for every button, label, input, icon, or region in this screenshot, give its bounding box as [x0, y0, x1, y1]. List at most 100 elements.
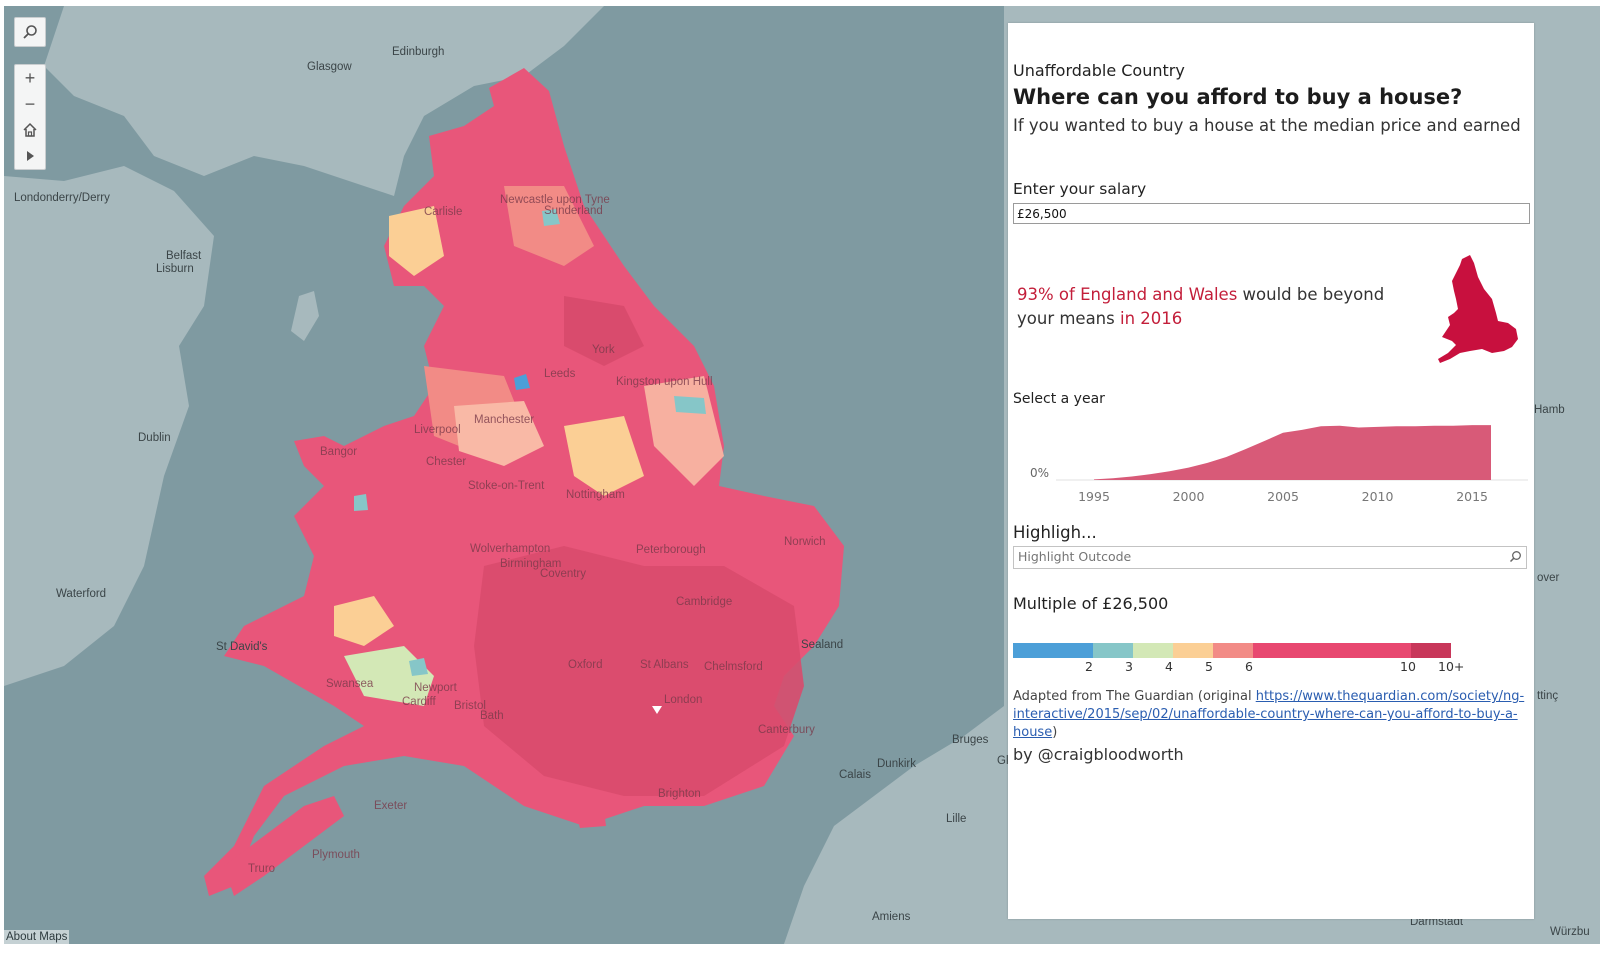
patch-ne-mix: [504, 186, 594, 266]
legend-swatch: [1213, 643, 1253, 658]
england-wales-minimap: [1438, 255, 1518, 363]
patch-cornwall: [224, 796, 344, 896]
place-label: Stoke-on-Trent: [468, 480, 545, 492]
highlight-label: Highligh...: [1013, 523, 1097, 542]
legend-swatch: [1013, 643, 1093, 658]
place-label: Cambridge: [676, 596, 733, 608]
place-label: ttinç: [1537, 690, 1559, 702]
salary-input[interactable]: [1013, 203, 1530, 224]
place-label: Sealand: [801, 639, 844, 651]
place-label: Norwich: [784, 536, 826, 548]
x-tick-label: 2000: [1173, 489, 1205, 504]
place-label: Chelmsford: [704, 661, 763, 673]
land-scotland: [44, 6, 604, 196]
place-label: Lille: [946, 813, 967, 825]
land-ireland: [4, 166, 214, 686]
patch-wales-teal: [409, 658, 428, 676]
place-label: Waterford: [56, 588, 107, 600]
expand-toolbar-button[interactable]: [15, 143, 45, 169]
patch-yorkshire: [564, 296, 644, 366]
place-label: Brighton: [658, 788, 701, 800]
map-search-button[interactable]: [14, 17, 46, 47]
place-label: Bristol: [454, 700, 486, 712]
place-label: Cardiff: [402, 696, 436, 708]
legend-tick: 10: [1400, 659, 1416, 674]
zoom-out-button[interactable]: −: [24, 93, 36, 114]
highlight-input[interactable]: [1014, 547, 1508, 566]
legend-tick: 6: [1245, 659, 1253, 674]
patch-cumbria: [389, 206, 444, 276]
patch-mid-light: [564, 416, 644, 496]
search-icon[interactable]: [1509, 550, 1522, 563]
about-maps-link[interactable]: About Maps: [4, 930, 70, 944]
place-label: Edinburgh: [392, 46, 445, 58]
home-button[interactable]: [15, 117, 45, 143]
x-tick-label: 1995: [1078, 489, 1110, 504]
source-note: Adapted from The Guardian (original http…: [1013, 688, 1528, 742]
panel-kicker: Unaffordable Country: [1013, 61, 1185, 80]
place-label: Bangor: [320, 446, 358, 458]
year-selector-label: Select a year: [1013, 391, 1105, 407]
place-label: Bath: [480, 710, 504, 722]
place-label: St Albans: [640, 659, 689, 671]
legend-swatch: [1253, 643, 1411, 658]
place-label: Gl: [997, 755, 1009, 767]
place-label: Calais: [839, 769, 871, 781]
place-label: Manchester: [474, 414, 535, 426]
place-label: Dublin: [138, 432, 171, 444]
panel-title: Where can you afford to buy a house?: [1013, 85, 1463, 109]
place-label: Plymouth: [312, 849, 360, 861]
place-label: Birmingham: [500, 558, 562, 570]
place-label: Wolverhampton: [470, 543, 551, 555]
place-label: London: [664, 694, 703, 706]
place-label: Swansea: [326, 678, 374, 690]
zoom-in-button[interactable]: +: [24, 67, 36, 88]
place-label: over: [1537, 572, 1560, 584]
source-prefix: Adapted from The Guardian (original: [1013, 689, 1256, 704]
highlight-search-box[interactable]: [1013, 546, 1527, 569]
affordability-area-chart[interactable]: 0% 1995 2000 2005 2010 2015: [1008, 407, 1534, 507]
place-label: Carlisle: [424, 206, 463, 218]
statement-line2: your means: [1017, 309, 1120, 328]
place-label: Newcastle upon Tyne: [500, 194, 610, 206]
darker-se-region: [474, 546, 804, 796]
area-series[interactable]: [1094, 425, 1491, 480]
x-tick-label: 2015: [1456, 489, 1488, 504]
byline: by @craigbloodworth: [1013, 745, 1184, 764]
place-label: Nottingham: [566, 489, 625, 501]
place-label: Lisburn: [156, 263, 194, 275]
place-label: Belfast: [166, 250, 202, 262]
patch-wales-blue: [354, 494, 368, 511]
patch-ne-blue: [542, 209, 560, 226]
place-label: Sunderland: [544, 205, 603, 217]
legend-tick: 5: [1205, 659, 1213, 674]
x-tick-label: 2010: [1362, 489, 1394, 504]
salary-label: Enter your salary: [1013, 180, 1147, 198]
place-label: York: [592, 344, 615, 356]
legend-swatch: [1411, 643, 1451, 658]
place-label: Oxford: [568, 659, 603, 671]
isle-of-wight: [576, 810, 606, 828]
legend-swatch: [1173, 643, 1213, 658]
land-isle-of-man: [291, 291, 319, 341]
legend-tick: 10+: [1438, 659, 1465, 674]
patch-hull: [674, 396, 706, 414]
statement-mid: would be beyond: [1237, 285, 1385, 304]
place-label: Glasgow: [307, 61, 352, 73]
percent-text: 93% of England and Wales: [1017, 285, 1238, 304]
patch-wales-orange: [334, 596, 394, 646]
place-label: St David's: [216, 641, 268, 653]
place-label: Peterborough: [636, 544, 706, 556]
panel-subtitle: If you wanted to buy a house at the medi…: [1013, 116, 1521, 135]
source-link[interactable]: https://www.thequardian.com/society/ng-i…: [1013, 689, 1525, 740]
place-label: Canterbury: [758, 724, 815, 736]
place-label: Darmstadt: [1410, 916, 1464, 928]
place-label: Exeter: [374, 800, 408, 812]
statement-year: in 2016: [1119, 309, 1183, 328]
y-tick-label: 0%: [1030, 466, 1049, 480]
legend-swatch: [1093, 643, 1133, 658]
story-panel: Unaffordable Country Where can you affor…: [1008, 23, 1534, 919]
legend-tick: 3: [1125, 659, 1133, 674]
place-label: Amiens: [872, 911, 911, 923]
patch-manchester: [454, 401, 544, 466]
